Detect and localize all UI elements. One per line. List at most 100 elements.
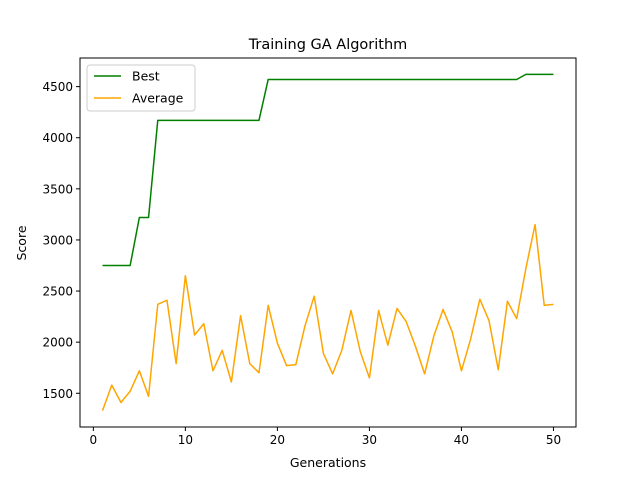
data-point-average xyxy=(396,307,398,309)
chart-title: Training GA Algorithm xyxy=(248,37,408,53)
data-point-best xyxy=(451,78,453,80)
y-axis-label: Score xyxy=(14,225,29,260)
plot-area xyxy=(101,73,554,411)
data-point-average xyxy=(331,373,333,375)
data-point-average xyxy=(552,303,554,305)
data-point-average xyxy=(147,395,149,397)
data-point-best xyxy=(249,119,251,121)
data-point-best xyxy=(497,78,499,80)
data-point-best xyxy=(129,264,131,266)
x-tick-label: 30 xyxy=(362,433,377,447)
data-point-average xyxy=(203,323,205,325)
data-point-best xyxy=(322,78,324,80)
data-point-average xyxy=(525,267,527,269)
data-point-average xyxy=(313,295,315,297)
data-point-best xyxy=(387,78,389,80)
data-point-average xyxy=(469,338,471,340)
data-point-average xyxy=(451,331,453,333)
data-point-average xyxy=(175,362,177,364)
data-point-average xyxy=(166,299,168,301)
data-point-average xyxy=(111,384,113,386)
y-tick-label: 3500 xyxy=(42,182,73,196)
data-point-average xyxy=(101,409,103,411)
data-point-best xyxy=(506,78,508,80)
y-tick-label: 4500 xyxy=(42,80,73,94)
data-point-average xyxy=(276,342,278,344)
data-point-best xyxy=(157,119,159,121)
y-tick-label: 1500 xyxy=(42,387,73,401)
data-point-best xyxy=(267,78,269,80)
data-point-best xyxy=(368,78,370,80)
data-point-average xyxy=(442,308,444,310)
data-point-average xyxy=(377,309,379,311)
axes-frame xyxy=(79,57,577,428)
data-point-best xyxy=(285,78,287,80)
data-point-best xyxy=(543,73,545,75)
data-point-average xyxy=(488,320,490,322)
data-point-best xyxy=(147,216,149,218)
data-point-best xyxy=(111,264,113,266)
y-tick-label: 3000 xyxy=(42,233,73,247)
data-point-best xyxy=(331,78,333,80)
data-point-best xyxy=(120,264,122,266)
data-point-average xyxy=(239,314,241,316)
data-point-best xyxy=(239,119,241,121)
data-point-best xyxy=(203,119,205,121)
data-point-average xyxy=(479,298,481,300)
data-point-best xyxy=(433,78,435,80)
data-point-average xyxy=(267,304,269,306)
data-point-best xyxy=(350,78,352,80)
series-line-best xyxy=(102,73,554,267)
data-point-average xyxy=(350,309,352,311)
x-tick-label: 40 xyxy=(454,433,469,447)
data-point-best xyxy=(138,216,140,218)
data-point-best xyxy=(166,119,168,121)
data-point-average xyxy=(368,377,370,379)
data-point-best xyxy=(377,78,379,80)
series-line-average xyxy=(101,223,554,411)
data-point-best xyxy=(313,78,315,80)
data-point-average xyxy=(249,362,251,364)
data-point-average xyxy=(258,372,260,374)
data-point-average xyxy=(285,364,287,366)
data-point-average xyxy=(534,223,536,225)
data-point-best xyxy=(276,78,278,80)
data-point-best xyxy=(515,78,517,80)
data-point-best xyxy=(469,78,471,80)
data-point-average xyxy=(221,349,223,351)
data-point-best xyxy=(442,78,444,80)
data-point-best xyxy=(460,78,462,80)
data-point-average xyxy=(157,303,159,305)
data-point-average xyxy=(414,345,416,347)
data-point-best xyxy=(405,78,407,80)
data-point-best xyxy=(552,73,554,75)
data-point-average xyxy=(405,321,407,323)
data-point-best xyxy=(423,78,425,80)
data-point-average xyxy=(120,401,122,403)
data-point-average xyxy=(322,352,324,354)
data-point-average xyxy=(304,325,306,327)
data-point-best xyxy=(479,78,481,80)
x-tick-label: 10 xyxy=(178,433,193,447)
data-point-best xyxy=(534,73,536,75)
y-tick-label: 4000 xyxy=(42,131,73,145)
data-point-average xyxy=(497,369,499,371)
data-point-average xyxy=(129,390,131,392)
legend-label-best: Best xyxy=(132,69,160,84)
data-point-average xyxy=(543,304,545,306)
data-point-average xyxy=(359,350,361,352)
data-point-best xyxy=(304,78,306,80)
y-tick-label: 2500 xyxy=(42,285,73,299)
data-point-average xyxy=(184,275,186,277)
legend: Best Average xyxy=(86,64,196,112)
data-point-average xyxy=(230,381,232,383)
x-axis-label: Generations xyxy=(290,455,366,470)
data-point-best xyxy=(101,264,103,266)
data-point-average xyxy=(387,344,389,346)
data-point-best xyxy=(184,119,186,121)
data-point-average xyxy=(193,334,195,336)
data-point-best xyxy=(193,119,195,121)
data-point-best xyxy=(230,119,232,121)
data-point-best xyxy=(175,119,177,121)
data-point-average xyxy=(138,370,140,372)
